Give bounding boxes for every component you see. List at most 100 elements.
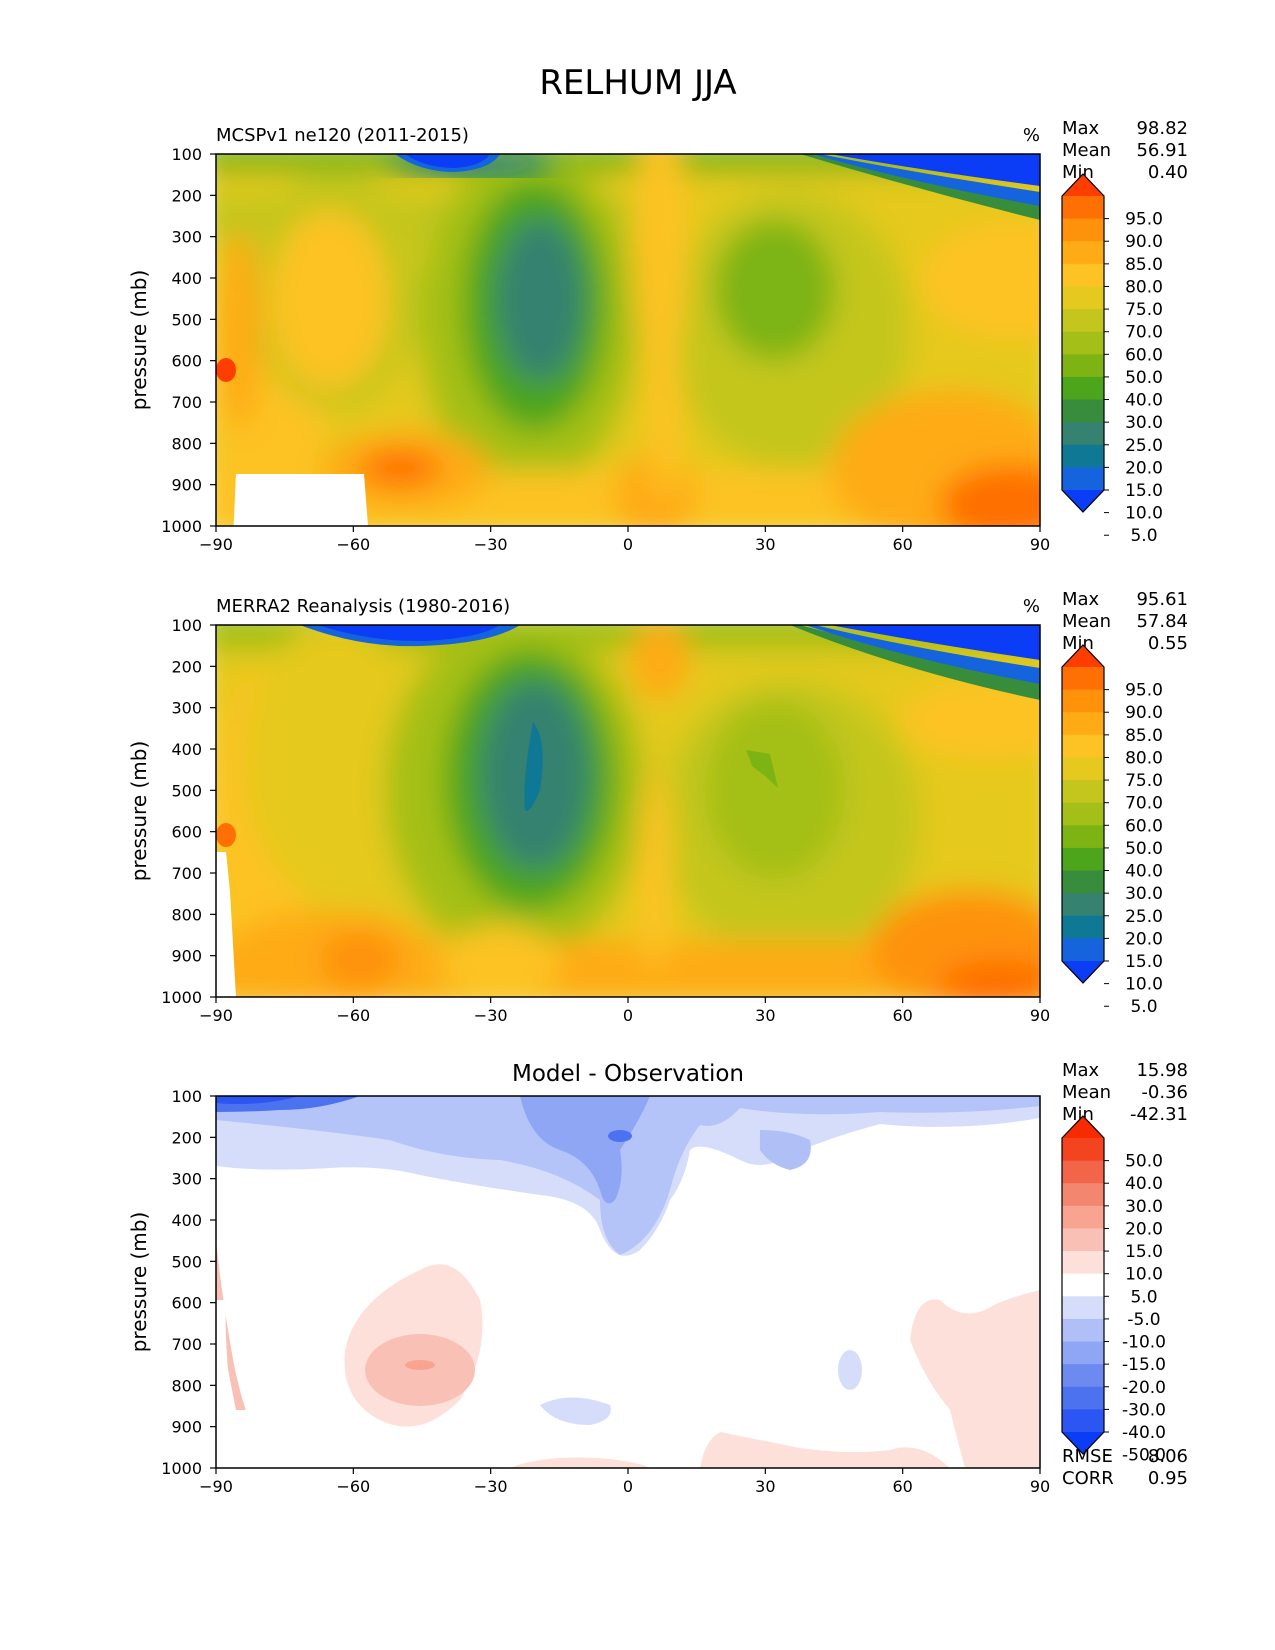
x-tick-label: 90	[1030, 1477, 1050, 1496]
stat-min-value: 0.40	[1148, 162, 1188, 183]
field-band	[320, 930, 400, 990]
x-tick-label: 30	[755, 535, 775, 554]
colorbar-label: 10.0	[1125, 1265, 1163, 1285]
contour-band	[805, 625, 1040, 684]
stat-max-label: Max	[1062, 1060, 1100, 1081]
colorbar-swatch	[1062, 825, 1104, 849]
stat-min-value: -42.31	[1130, 1104, 1188, 1125]
colorbar-label: 30.0	[1125, 1197, 1163, 1217]
colorbar-label: 80.0	[1125, 748, 1163, 768]
x-tick-label: 0	[623, 535, 633, 554]
y-tick-label: 500	[171, 781, 202, 800]
stat-max-value: 98.82	[1136, 118, 1188, 139]
corr-label: CORR	[1062, 1468, 1114, 1489]
x-tick-label: 90	[1030, 1006, 1050, 1025]
y-axis: 100 200 300 400 500 600 700 800 900 1000	[161, 1087, 216, 1478]
colorbar-label: -10.0	[1122, 1333, 1166, 1353]
colorbar-label: -40.0	[1122, 1423, 1166, 1443]
colorbar-label: 10.0	[1125, 504, 1163, 524]
panel-observation: MERRA2 Reanalysis (1980-2016) %	[127, 589, 1188, 1025]
colorbar-extend-max	[1062, 174, 1104, 196]
y-tick-label: 200	[171, 186, 202, 205]
colorbar-swatch	[1062, 780, 1104, 804]
colorbar-label: 25.0	[1125, 436, 1163, 456]
x-axis: −90 −60 −30 0 30 60 90	[199, 997, 1050, 1025]
colorbar-swatch	[1062, 1386, 1104, 1410]
y-tick-label: 600	[171, 1294, 202, 1313]
colorbar-swatch	[1062, 1251, 1104, 1275]
colorbar-label: 60.0	[1125, 816, 1163, 836]
colorbar-label: 40.0	[1125, 862, 1163, 882]
colorbar-label: -5.0	[1127, 1310, 1160, 1330]
y-axis-label: pressure (mb)	[127, 741, 151, 882]
y-tick-label: 800	[171, 905, 202, 924]
contour-band	[216, 1096, 300, 1104]
field-band	[940, 465, 1040, 526]
contour-band	[405, 1360, 435, 1370]
contour-band	[838, 1350, 862, 1390]
y-tick-label: 300	[171, 1170, 202, 1189]
y-tick-label: 900	[171, 1418, 202, 1437]
contour-band	[216, 1096, 1040, 1255]
colorbar-label: 15.0	[1125, 1242, 1163, 1262]
stats-block: Max 98.82 Mean 56.91 Min 0.40	[1062, 118, 1188, 183]
y-tick-label: 1000	[161, 517, 202, 536]
stat-mean-label: Mean	[1062, 1082, 1111, 1103]
colorbar-swatch	[1062, 1273, 1104, 1297]
y-tick-label: 700	[171, 864, 202, 883]
y-tick-label: 600	[171, 352, 202, 371]
colorbar-swatch	[1062, 734, 1104, 759]
x-tick-label: 30	[755, 1006, 775, 1025]
contour-band	[524, 722, 543, 811]
field-band	[920, 220, 1040, 340]
colorbar-swatch	[1062, 263, 1104, 288]
colorbar-label: 90.0	[1125, 232, 1163, 252]
contour-band	[700, 1432, 950, 1468]
y-tick-label: 500	[171, 1252, 202, 1271]
colorbar-label: 15.0	[1125, 481, 1163, 501]
units-label: %	[1023, 596, 1040, 617]
x-tick-label: −60	[336, 1006, 370, 1025]
colorbar-swatch	[1062, 689, 1104, 713]
colorbar-label: 85.0	[1125, 255, 1163, 275]
contour-band	[910, 1290, 1040, 1468]
contour-band	[800, 154, 1040, 220]
missing-data-mask	[216, 1300, 236, 1468]
colorbar-swatch	[1062, 802, 1104, 826]
colorbar-swatch	[1062, 309, 1104, 333]
colorbar-swatch	[1062, 376, 1104, 401]
colorbar-swatch	[1062, 467, 1104, 491]
colorbar-extend-min	[1062, 961, 1104, 983]
x-tick-label: 60	[892, 1006, 912, 1025]
stat-mean-label: Mean	[1062, 611, 1111, 632]
colorbar-swatch	[1062, 286, 1104, 310]
colorbar-label: 20.0	[1125, 458, 1163, 478]
y-tick-label: 1000	[161, 1459, 202, 1478]
colorbar-label: 90.0	[1125, 703, 1163, 723]
corr-value: 0.95	[1148, 1468, 1188, 1489]
colorbar-swatch	[1062, 331, 1104, 355]
colorbar-extend-max	[1062, 1116, 1104, 1138]
x-axis: −90 −60 −30 0 30 60 90	[199, 1468, 1050, 1496]
x-tick-label: −90	[199, 1477, 233, 1496]
missing-data-mask	[216, 852, 236, 997]
x-tick-label: −30	[474, 1477, 508, 1496]
stratosphere-bands	[216, 625, 1040, 847]
y-axis: 100 200 300 400 500 600 700 800 900 1000	[161, 145, 216, 536]
colorbar-label: 30.0	[1125, 884, 1163, 904]
stat-mean-value: -0.36	[1141, 1082, 1188, 1103]
stat-mean-label: Mean	[1062, 140, 1111, 161]
colorbar-label: 85.0	[1125, 726, 1163, 746]
contour-band	[540, 1397, 611, 1425]
colorbar-swatch	[1062, 893, 1104, 917]
colorbar-label: 50.0	[1125, 839, 1163, 859]
colorbar-swatch	[1062, 847, 1104, 872]
field-band	[647, 320, 683, 500]
contour-band	[790, 625, 1040, 700]
colorbar-swatch	[1062, 218, 1104, 242]
colorbar-label: -30.0	[1122, 1400, 1166, 1420]
y-tick-label: 100	[171, 616, 202, 635]
colorbar-label: 75.0	[1125, 771, 1163, 791]
rmse-label: RMSE	[1062, 1446, 1113, 1467]
field-band	[632, 154, 688, 380]
